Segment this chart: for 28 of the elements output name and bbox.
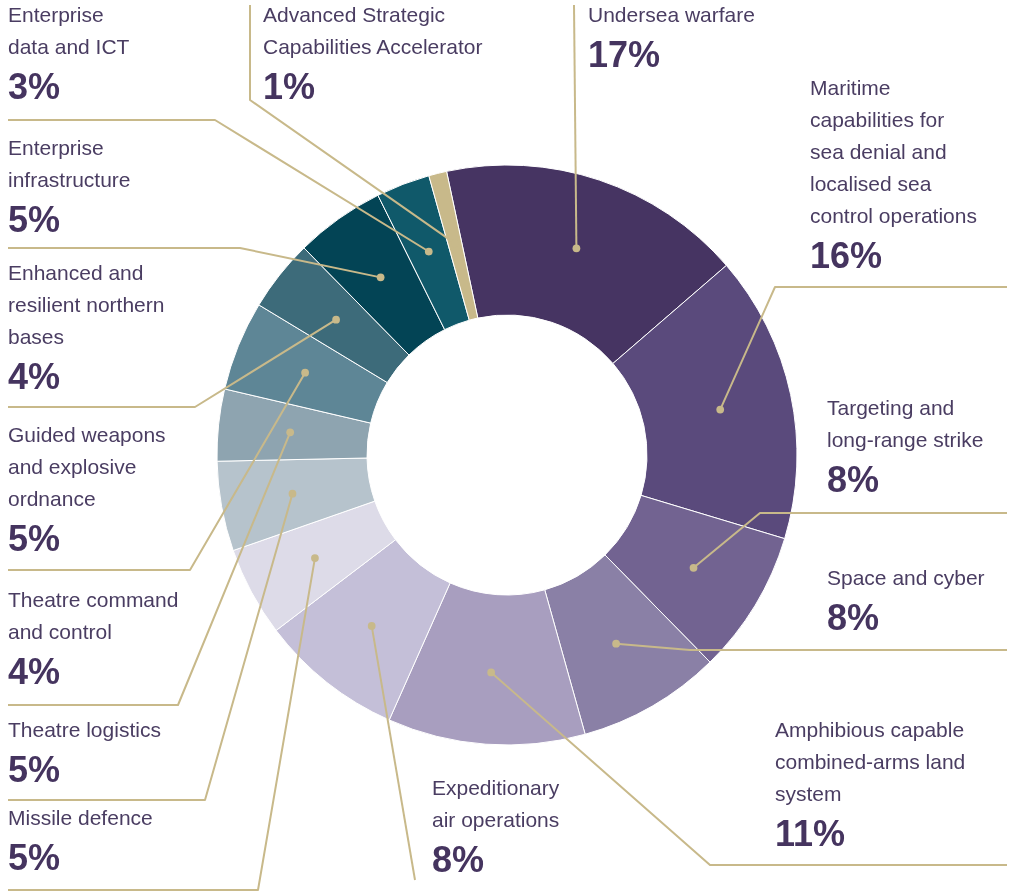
- slice-label: Theatre command and control: [8, 588, 179, 643]
- data-label: 5%: [8, 518, 61, 559]
- data-label: 5%: [8, 199, 61, 240]
- slice-label: Expeditionary air operations: [432, 776, 560, 831]
- slice-label: Maritime capabilities for sea denial and localised sea control operations: [810, 76, 977, 227]
- slice-label: Targeting and long-range strike: [827, 396, 984, 451]
- data-label: 4%: [8, 356, 61, 397]
- slice-label: Advanced Strategic Capabilities Accelerator: [263, 3, 483, 58]
- slice-label: Space and cyber: [827, 566, 985, 589]
- data-label: 8%: [827, 459, 880, 500]
- data-label: 17%: [588, 34, 661, 75]
- data-label: 1%: [263, 66, 316, 107]
- data-label: 8%: [827, 597, 880, 638]
- slice-label: Amphibious capable combined-arms land system: [775, 718, 966, 805]
- data-label: 8%: [432, 839, 485, 880]
- slice-label: Undersea warfare: [588, 3, 755, 26]
- data-label: 5%: [8, 837, 61, 878]
- slice-label: Enterprise data and ICT: [8, 3, 130, 58]
- slice-label: Missile defence: [8, 806, 153, 829]
- data-label: 16%: [810, 235, 883, 276]
- data-label: 11%: [775, 813, 846, 854]
- slice-label: Enhanced and resilient northern bases: [8, 261, 165, 348]
- data-label: 3%: [8, 66, 61, 107]
- data-label: 4%: [8, 651, 61, 692]
- slice-label: Enterprise infrastructure: [8, 136, 131, 191]
- slice-label: Theatre logistics: [8, 718, 161, 741]
- slice-label: Guided weapons and explosive ordnance: [8, 423, 166, 510]
- data-label: 5%: [8, 749, 61, 790]
